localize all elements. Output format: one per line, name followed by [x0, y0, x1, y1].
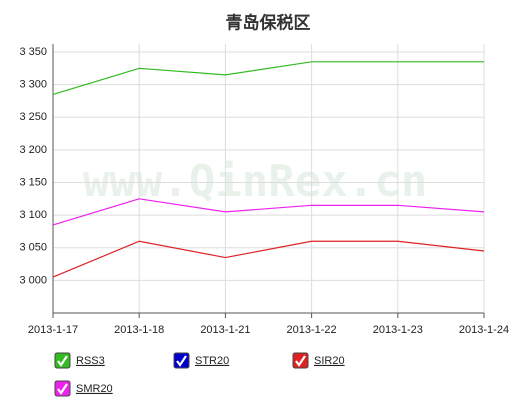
legend-item[interactable]: RSS3	[54, 352, 105, 369]
x-tick-label: 2013-1-22	[287, 324, 337, 336]
y-tick-label: 3 350	[19, 46, 47, 58]
y-tick-label: 3 200	[19, 144, 47, 156]
x-tick-label: 2013-1-21	[200, 324, 250, 336]
legend-checkbox	[54, 380, 71, 397]
chart-title: 青岛保税区	[226, 12, 311, 32]
x-tick-label: 2013-1-23	[373, 324, 423, 336]
legend-check	[295, 355, 306, 367]
legend-label: STR20	[195, 355, 229, 367]
series-line	[52, 198, 485, 226]
y-tick-label: 3 000	[19, 274, 47, 286]
series-line	[52, 240, 485, 278]
legend-item[interactable]: SIR20	[292, 352, 345, 369]
y-tick-label: 3 100	[19, 209, 47, 221]
y-tick-label: 3 150	[19, 176, 47, 188]
legend-check	[176, 355, 187, 367]
legend-check	[57, 383, 68, 395]
legend-label: RSS3	[76, 355, 105, 367]
watermark: www.QinRex.cn	[83, 156, 427, 207]
legend-item[interactable]: STR20	[173, 352, 229, 369]
y-tick-label: 3 300	[19, 79, 47, 91]
legend-checkbox	[54, 352, 71, 369]
x-tick-label: 2013-1-24	[459, 324, 509, 336]
y-tick-label: 3 250	[19, 111, 47, 123]
legend-checkbox	[173, 352, 190, 369]
legend-checkbox	[292, 352, 309, 369]
legend-label: SIR20	[314, 355, 345, 367]
series-line	[52, 61, 484, 95]
y-tick-label: 3 050	[19, 242, 47, 254]
legend-label: SMR20	[76, 383, 113, 395]
x-tick-label: 2013-1-17	[28, 324, 78, 336]
x-tick-label: 2013-1-18	[114, 324, 164, 336]
legend-check	[57, 355, 68, 367]
legend-item[interactable]: SMR20	[54, 380, 113, 397]
